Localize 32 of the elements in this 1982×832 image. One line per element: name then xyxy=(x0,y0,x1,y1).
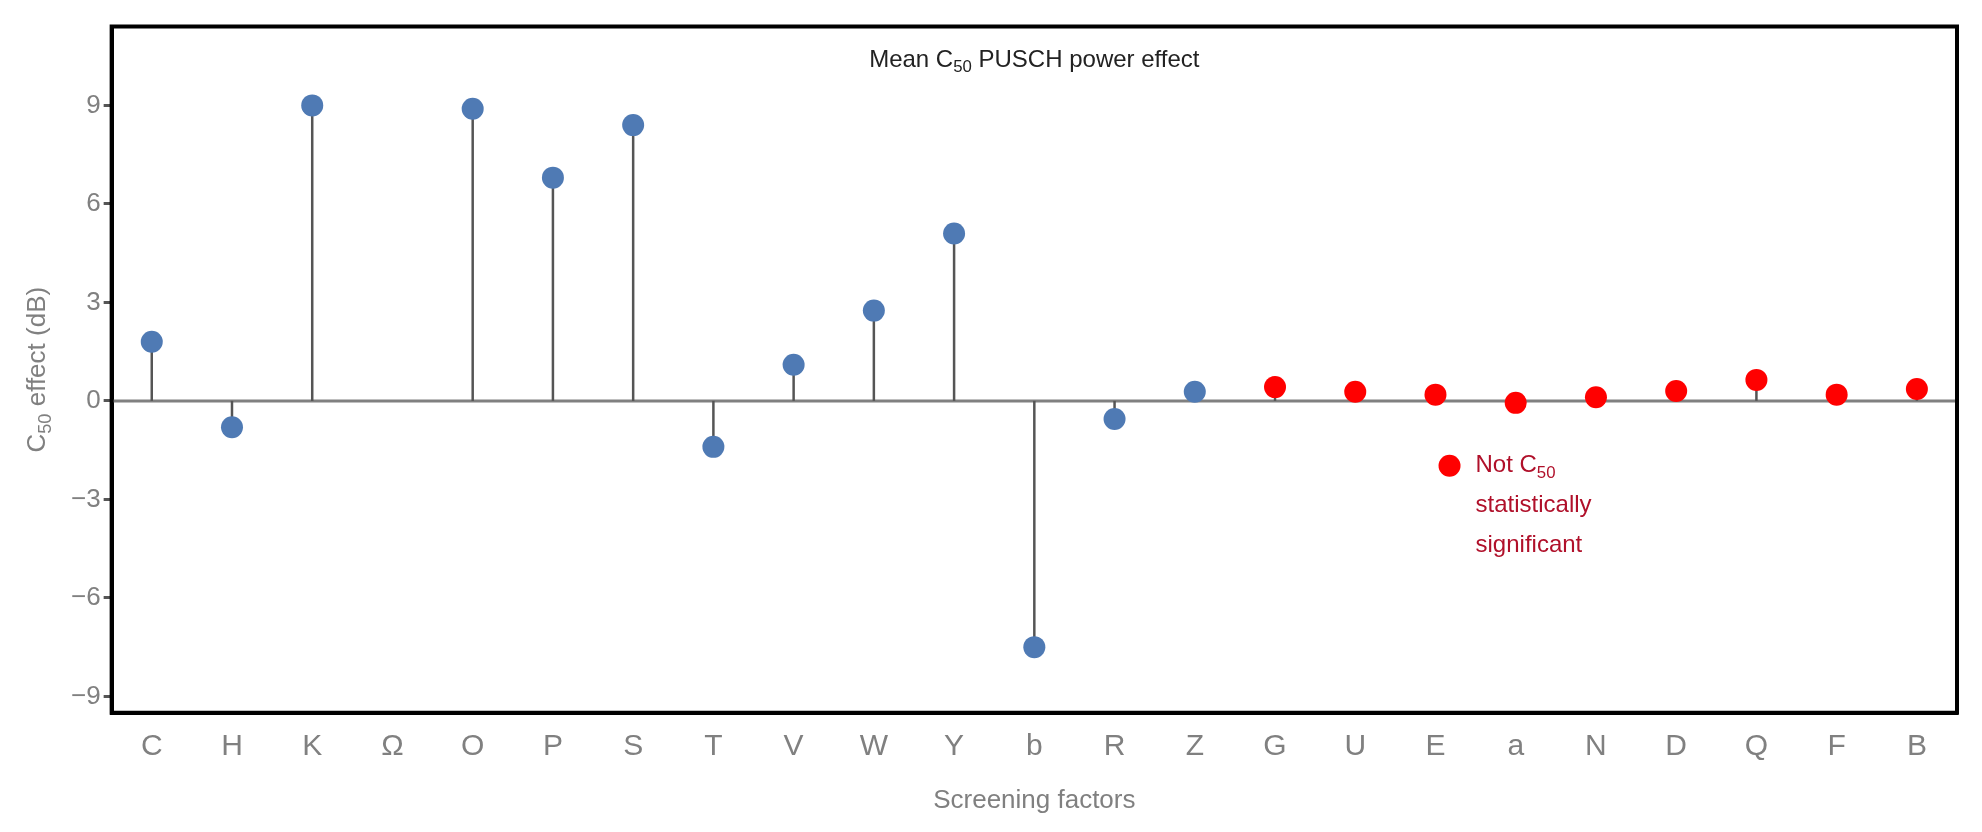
x-tick-label: W xyxy=(859,728,889,762)
x-tick-label: F xyxy=(1827,728,1846,762)
x-tick-label: Y xyxy=(944,728,965,762)
y-tick-label: 9 xyxy=(86,88,101,119)
x-tick-label: U xyxy=(1344,728,1367,762)
y-tick-label: 6 xyxy=(86,187,101,218)
x-tick-label: Ω xyxy=(381,728,404,762)
x-tick-label: a xyxy=(1507,728,1525,762)
x-tick-label: C xyxy=(140,728,163,762)
x-tick-label: O xyxy=(461,728,485,762)
x-tick-label: G xyxy=(1263,728,1287,762)
x-tick-label: P xyxy=(542,728,563,762)
x-tick-label: E xyxy=(1425,728,1446,762)
x-tick-label: V xyxy=(783,728,804,762)
y-tick-label: −3 xyxy=(70,482,101,513)
y-tick-label: 0 xyxy=(86,384,101,415)
x-tick-label: H xyxy=(221,728,243,762)
x-tick-label: N xyxy=(1585,728,1607,762)
y-tick-label: −9 xyxy=(70,679,101,710)
x-tick-label: Q xyxy=(1744,728,1769,762)
y-tick-label: −6 xyxy=(70,581,101,612)
x-tick-label: K xyxy=(302,728,323,762)
y-tick-label: 3 xyxy=(86,285,101,316)
x-axis-title: Screening factors xyxy=(933,783,1136,814)
x-tick-label: B xyxy=(1906,728,1927,762)
x-tick-label: D xyxy=(1665,728,1688,762)
x-tick-label: S xyxy=(623,728,644,762)
x-tick-label: R xyxy=(1103,728,1126,762)
x-tick-label: T xyxy=(704,728,723,762)
y-axis-title: C50 effect (dB) xyxy=(21,286,55,453)
x-tick-label: b xyxy=(1025,728,1043,762)
x-tick-label: Z xyxy=(1185,728,1204,762)
